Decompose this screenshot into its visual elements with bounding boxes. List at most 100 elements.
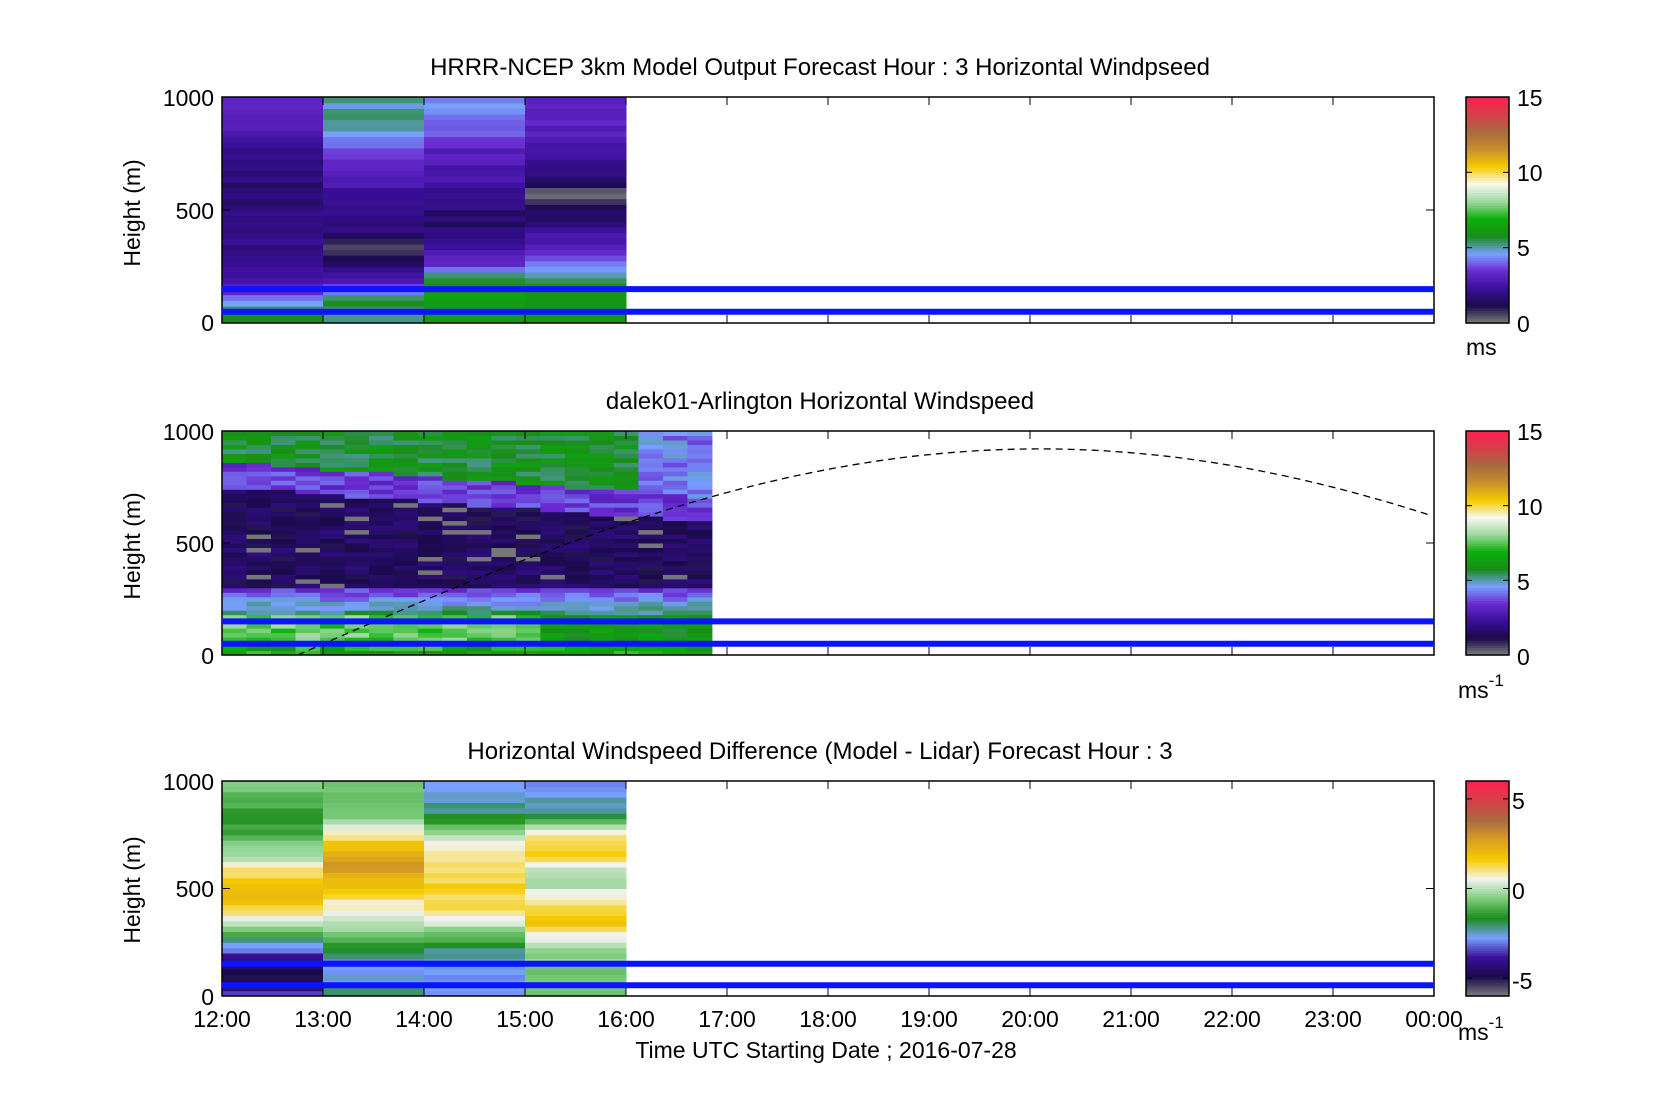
heatmap-cell: [417, 475, 443, 481]
heatmap-cell: [687, 587, 713, 593]
heatmap-cell: [466, 466, 492, 472]
colorbar-step: [1466, 785, 1509, 789]
heatmap-cell: [491, 520, 517, 526]
heatmap-cell: [564, 502, 590, 508]
heatmap-cell: [295, 574, 321, 580]
heatmap-cell: [442, 628, 468, 634]
heatmap-cell: [369, 493, 394, 499]
heatmap-cell: [369, 484, 394, 490]
colorbar-step: [1466, 976, 1509, 980]
colorbar-step: [1466, 900, 1509, 904]
y-axis-label: Height (m): [119, 159, 145, 266]
heatmap-cell: [295, 520, 321, 526]
heatmap-cell: [515, 453, 541, 459]
heatmap-cell: [320, 614, 345, 620]
heatmap-cell: [613, 529, 639, 535]
heatmap-cell: [295, 569, 321, 575]
colorbar-step: [1466, 242, 1509, 246]
heatmap-cell: [222, 529, 247, 535]
heatmap-cell: [369, 448, 394, 454]
heatmap-cell: [466, 574, 492, 580]
heatmap-cell: [613, 547, 639, 553]
heatmap-cell: [344, 560, 370, 566]
x-tick-label: 23:00: [1304, 1006, 1362, 1032]
heatmap-cell: [540, 547, 566, 553]
heatmap-cell: [540, 453, 566, 459]
colorbar-step: [1466, 607, 1509, 611]
heatmap-cell: [323, 260, 425, 267]
heatmap-cell: [662, 475, 688, 481]
heatmap-cell: [687, 453, 713, 459]
heatmap-cell: [442, 587, 468, 593]
panel-title: HRRR-NCEP 3km Model Output Forecast Hour…: [430, 54, 1210, 81]
heatmap-cell: [564, 475, 590, 481]
heatmap-cell: [687, 507, 713, 513]
colorbar-step: [1466, 886, 1509, 890]
heatmap-cell: [424, 807, 526, 814]
heatmap-cell: [320, 525, 345, 531]
heatmap-cell: [491, 448, 517, 454]
colorbar-step: [1466, 225, 1509, 229]
heatmap-cell: [662, 538, 688, 544]
heatmap-cell: [589, 578, 615, 584]
heatmap-cell: [424, 953, 526, 959]
heatmap-cell: [323, 850, 425, 857]
heatmap-cell: [295, 525, 321, 531]
heatmap-cell: [271, 569, 296, 575]
heatmap-cell: [323, 797, 425, 803]
heatmap-cell: [369, 587, 394, 593]
heatmap-cell: [525, 969, 627, 975]
heatmap-cell: [589, 480, 615, 486]
heatmap-cell: [491, 560, 517, 566]
colorbar-step: [1466, 800, 1509, 804]
colorbar: 15 10 5 0 ms-1: [1458, 419, 1543, 703]
heatmap-cell: [417, 596, 443, 602]
heatmap-cell: [466, 502, 492, 508]
colorbar-step: [1466, 217, 1509, 221]
heatmap-cell: [393, 502, 419, 508]
heatmap-cell: [662, 489, 688, 495]
colorbar-step: [1466, 510, 1509, 514]
colorbar-step: [1466, 252, 1509, 256]
heatmap-cell: [323, 920, 425, 927]
colorbar-step: [1466, 310, 1509, 314]
heatmap-cell: [323, 102, 425, 109]
x-tick-label: 20:00: [1001, 1006, 1059, 1032]
heatmap-cell: [662, 565, 688, 571]
colorbar: 15 10 5 0 ms: [1465, 85, 1543, 360]
heatmap-cell: [442, 493, 468, 499]
heatmap-cell: [222, 431, 247, 436]
heatmap-cell: [466, 475, 492, 481]
heatmap-cell: [222, 850, 324, 857]
heatmap-cell: [564, 431, 590, 436]
heatmap-cell: [271, 457, 296, 463]
colorbar-step: [1466, 617, 1509, 621]
heatmap-cell: [589, 525, 615, 531]
heatmap-cell: [222, 990, 324, 997]
heatmap-cell: [344, 444, 370, 450]
y-ticks: 1000 500 0: [163, 769, 214, 1010]
heatmap-cell: [525, 926, 627, 932]
heatmap-cell: [222, 511, 247, 517]
heatmap-cell: [393, 574, 419, 580]
heatmap-cell: [323, 867, 425, 873]
heatmap-cell: [466, 632, 492, 638]
colorbar-step: [1466, 235, 1509, 239]
colorbar-step: [1466, 797, 1509, 801]
heatmap-cell: [393, 484, 419, 490]
heatmap-cell: [320, 475, 345, 481]
x-tick-label: 12:00: [193, 1006, 251, 1032]
colorbar-step: [1466, 948, 1509, 952]
colorbar-step: [1466, 470, 1509, 474]
heatmap-cell: [222, 507, 247, 513]
heatmap-cell: [417, 614, 443, 620]
heatmap-cell: [589, 574, 615, 580]
heatmap-cell: [515, 614, 541, 620]
heatmap-cell: [320, 431, 345, 436]
heatmap-cell: [417, 534, 443, 539]
heatmap-cell: [613, 493, 639, 499]
heatmap-cell: [491, 623, 517, 629]
heatmap-cell: [638, 560, 664, 566]
heatmap-cell: [246, 547, 272, 553]
heatmap-cell: [638, 605, 664, 611]
